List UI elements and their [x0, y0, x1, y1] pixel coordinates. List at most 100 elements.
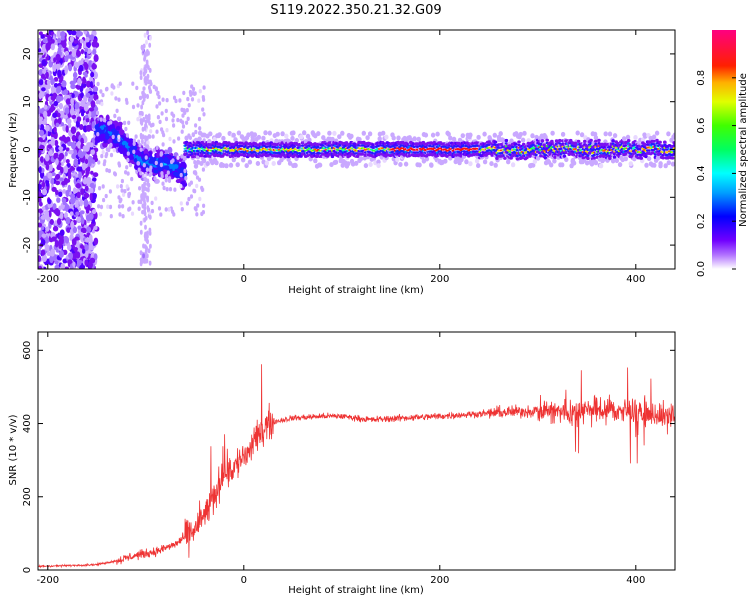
heatmap-cell [77, 140, 82, 149]
heatmap-cell [144, 224, 147, 230]
heatmap-cell [142, 71, 146, 77]
heatmap-cell [176, 155, 180, 160]
heatmap-cell [76, 30, 82, 38]
heatmap-cell [86, 176, 92, 184]
heatmap-cell [101, 150, 105, 155]
figure-title: S119.2022.350.21.32.G09 [270, 3, 441, 18]
heatmap-cell [138, 186, 142, 191]
heatmap-cell [623, 156, 628, 162]
heatmap-cell [75, 251, 81, 259]
heatmap-cell [177, 136, 181, 141]
heatmap-cell [93, 93, 99, 101]
heatmap-cell [144, 119, 148, 124]
heatmap-cell [57, 86, 62, 93]
heatmap-cell [77, 225, 82, 230]
heatmap-cell [75, 199, 79, 206]
heatmap-cell [188, 89, 192, 95]
heatmap-cell [670, 161, 675, 167]
heatmap-cell [102, 197, 106, 203]
heatmap-cell [180, 129, 184, 134]
heatmap-cell [104, 87, 109, 92]
heatmap-cell [127, 193, 131, 199]
heatmap-cell [207, 139, 212, 144]
heatmap-cell [165, 187, 169, 192]
heatmap-cell [607, 131, 613, 137]
heatmap-cell [365, 135, 370, 141]
heatmap-cell [191, 132, 195, 137]
heatmap-cell [597, 138, 601, 142]
heatmap-cell [181, 120, 185, 125]
heatmap-cell [558, 138, 562, 143]
heatmap-cell [646, 156, 652, 162]
heatmap-cell [190, 97, 195, 102]
heatmap-cell [132, 149, 136, 154]
heatmap-cell [125, 133, 129, 138]
heatmap-cell [92, 172, 99, 178]
snr-xlabel: Height of straight line (km) [288, 585, 424, 596]
heatmap-cell [145, 195, 149, 200]
heatmap-cell [85, 124, 92, 132]
heatmap-cell [180, 161, 185, 167]
heatmap-cell [363, 163, 369, 169]
heatmap-cell [51, 186, 57, 192]
heatmap-cell [424, 156, 430, 162]
heatmap-cell [38, 265, 43, 269]
heatmap-cell [144, 258, 148, 264]
heatmap-cell [102, 117, 106, 123]
heatmap-cell [261, 135, 266, 141]
heatmap-cell [168, 136, 172, 142]
heatmap-cell [105, 133, 110, 140]
heatmap-cell [167, 146, 173, 154]
heatmap-cell [67, 171, 72, 180]
heatmap-cell [81, 83, 87, 88]
heatmap-cell [77, 158, 81, 165]
heatmap-cell [84, 72, 88, 78]
heatmap-cell [52, 203, 57, 211]
heatmap-cell [96, 132, 100, 137]
heatmap-cell [107, 125, 113, 132]
heatmap-cell [38, 107, 42, 115]
heatmap-cell [146, 30, 150, 36]
heatmap-cell [41, 181, 46, 188]
heatmap-cell [368, 162, 373, 167]
heatmap-cell [122, 147, 128, 155]
heatmap-cell [121, 214, 125, 219]
heatmap-cell [139, 257, 143, 263]
heatmap-cell [435, 131, 440, 137]
heatmap-cell [138, 111, 142, 116]
heatmap-cell [53, 57, 57, 63]
heatmap-cell [42, 175, 48, 181]
heatmap-cell [626, 139, 631, 143]
heatmap-cell [147, 79, 151, 85]
heatmap-cell [221, 135, 226, 141]
heatmap-cell [515, 157, 520, 161]
heatmap-cell [125, 165, 129, 170]
heatmap-cell [330, 154, 335, 159]
heatmap-cell [155, 104, 159, 109]
heatmap-cell [55, 180, 61, 186]
heatmap-cell [65, 98, 71, 105]
heatmap-cell [54, 239, 59, 248]
heatmap-cell [95, 99, 100, 104]
heatmap-cell [144, 123, 148, 128]
heatmap-cell [108, 204, 113, 210]
heatmap-cell [73, 247, 79, 252]
heatmap-cell [41, 87, 46, 92]
heatmap-cell [522, 130, 527, 136]
heatmap-cell [70, 220, 75, 229]
heatmap-cell [126, 151, 130, 156]
heatmap-cell [192, 188, 196, 193]
heatmap-cell [139, 118, 143, 123]
heatmap-cell [78, 64, 84, 72]
heatmap-cell [115, 125, 121, 131]
heatmap-cell [136, 161, 141, 166]
heatmap-cell [200, 187, 204, 192]
heatmap-cell [595, 153, 600, 156]
heatmap-cell [88, 242, 93, 249]
heatmap-cell [42, 37, 48, 43]
heatmap-cell [89, 192, 93, 201]
heatmap-cell [59, 229, 65, 237]
heatmap-cell [90, 149, 96, 156]
heatmap-cell [167, 178, 172, 183]
heatmap-cell [43, 104, 48, 110]
